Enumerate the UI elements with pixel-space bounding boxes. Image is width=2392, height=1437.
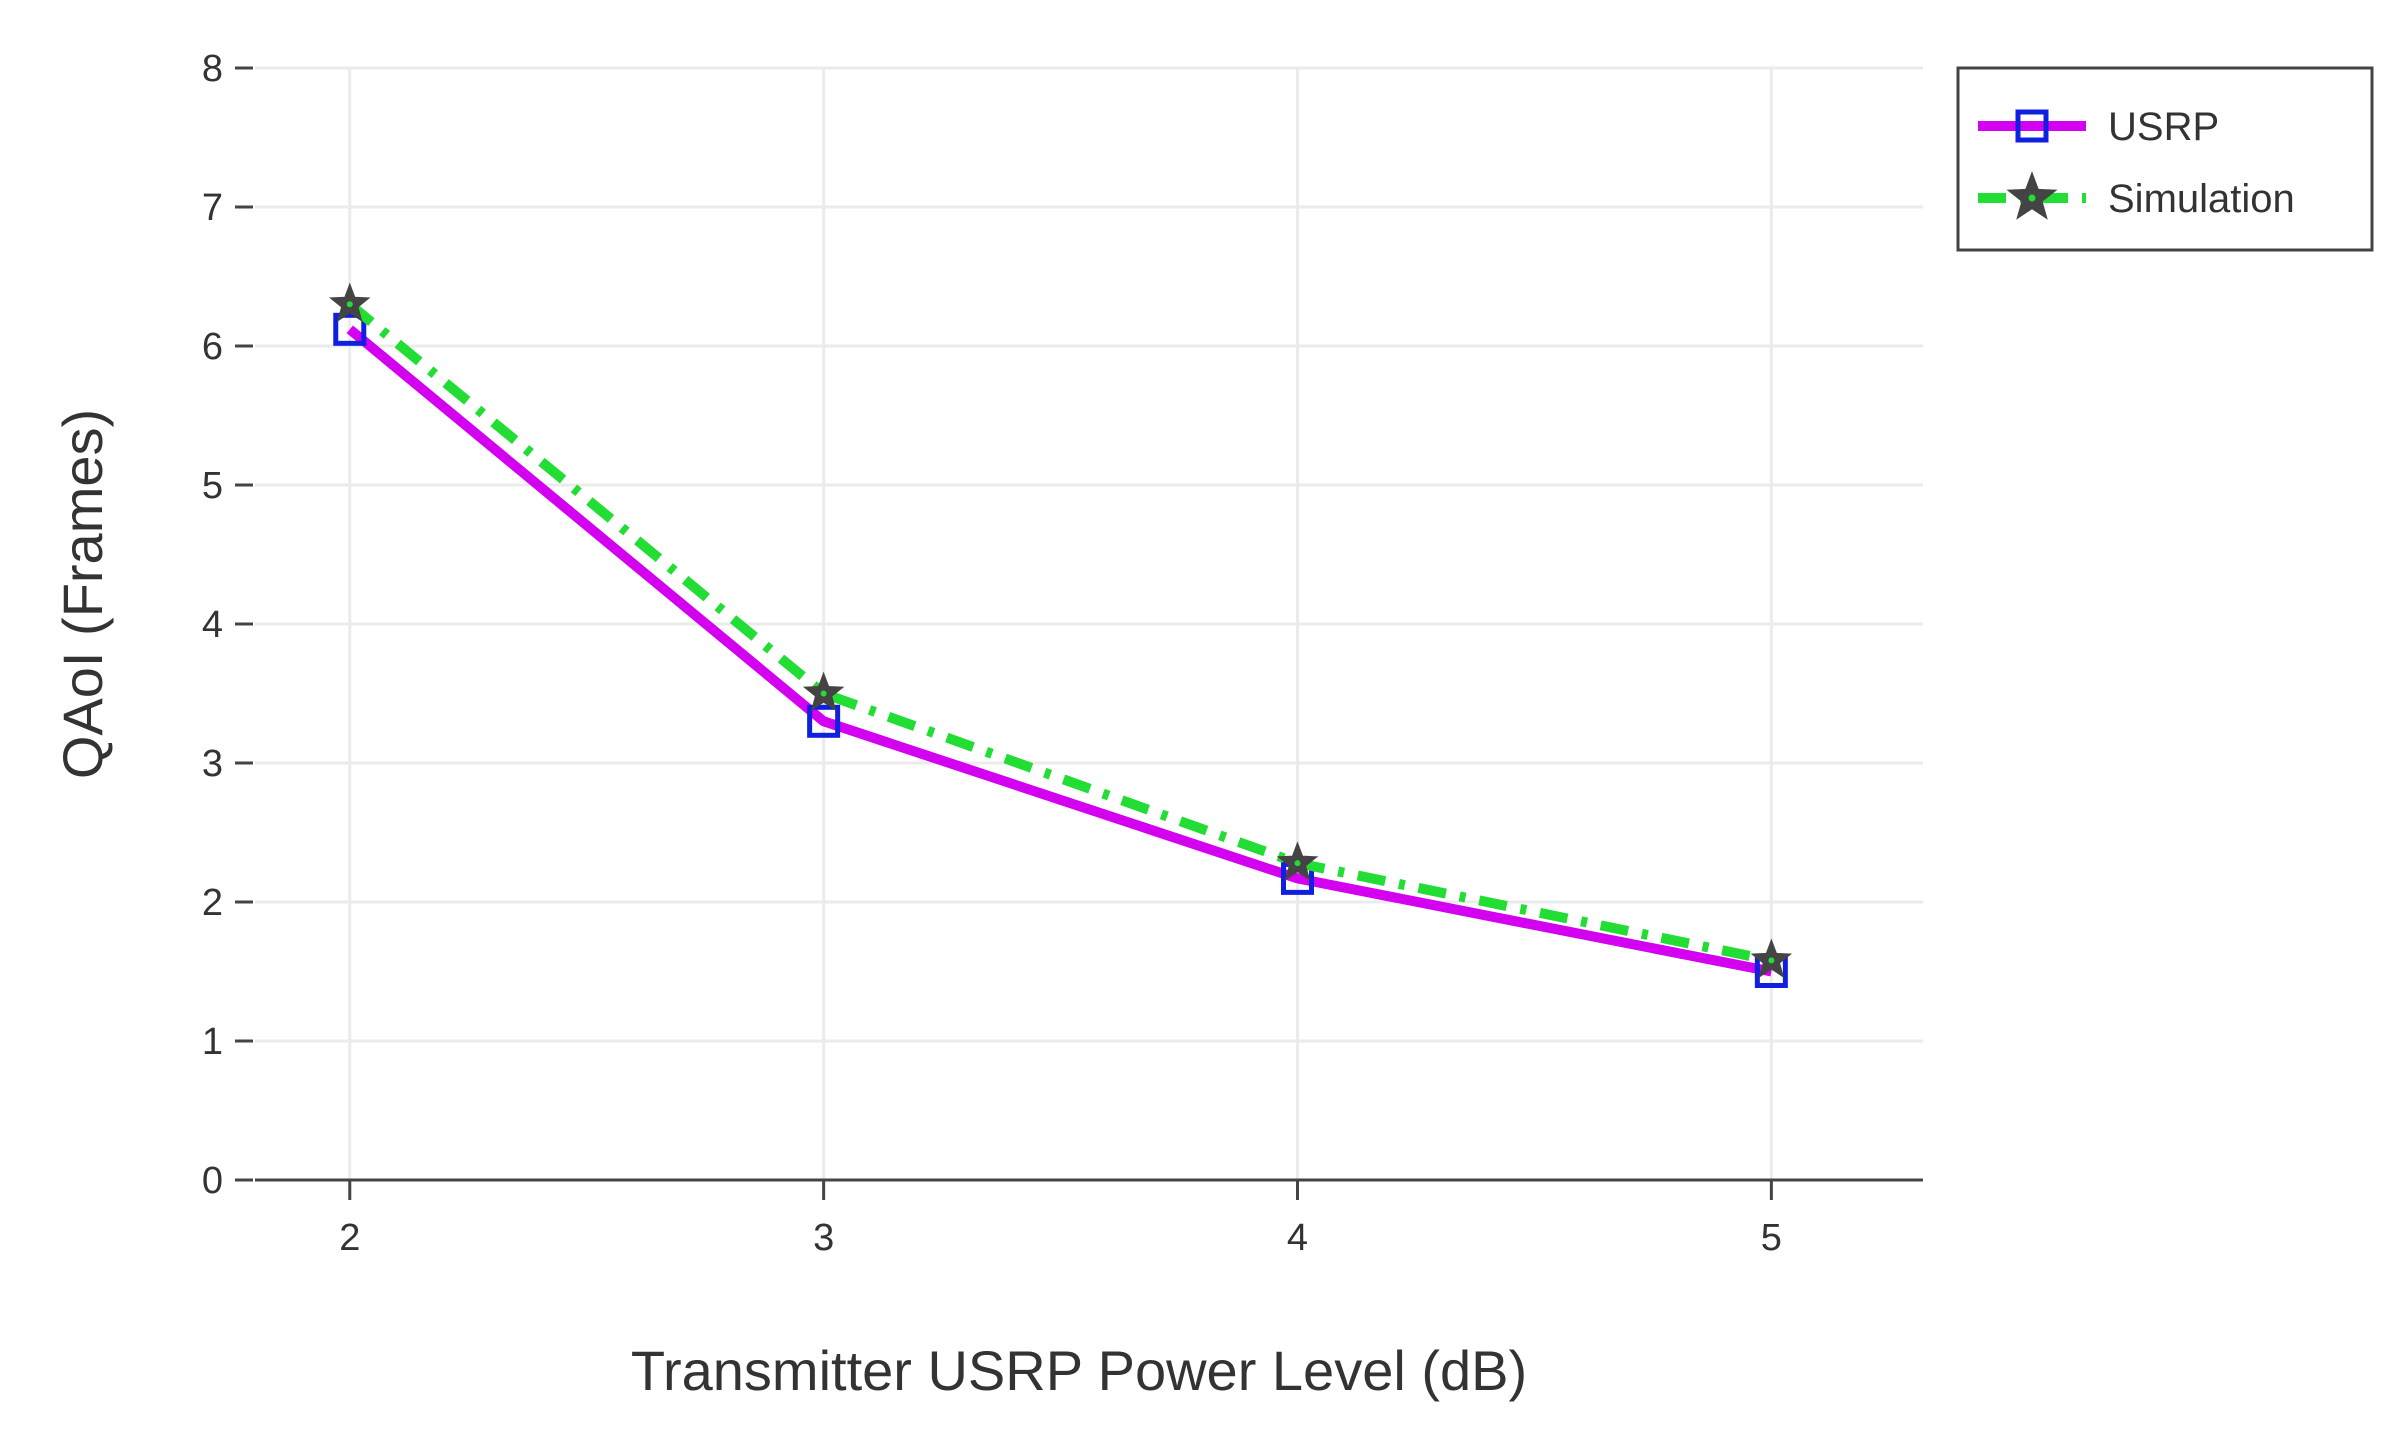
y-tick-label: 0 xyxy=(202,1160,223,1202)
legend-label: USRP xyxy=(2108,105,2219,149)
star-marker-center xyxy=(1768,957,1775,964)
series-simulation xyxy=(328,282,1793,979)
legend-box xyxy=(1956,66,2374,252)
star-marker-center xyxy=(820,690,827,697)
legend: USRP Simulation xyxy=(1956,66,2374,252)
series-group xyxy=(328,282,1793,988)
y-tick-label: 8 xyxy=(202,48,223,90)
star-marker-center xyxy=(1294,860,1301,867)
usrp-square-marker xyxy=(807,704,841,738)
simulation-line xyxy=(346,300,1773,966)
x-tick-label: 5 xyxy=(1761,1217,1782,1259)
y-tick-label: 3 xyxy=(202,743,223,785)
x-tick-label: 2 xyxy=(339,1217,360,1259)
axis-labels: Transmitter USRP Power Level (dB) QAoI (… xyxy=(51,409,1527,1402)
legend-item-simulation: Simulation xyxy=(1978,171,2295,221)
axes: 0 1 2 3 4 5 6 7 8 2 3 4 5 xyxy=(202,48,1923,1259)
series-usrp xyxy=(333,312,1788,988)
y-axis-title: QAoI (Frames) xyxy=(51,409,114,779)
usrp-line xyxy=(346,325,1773,977)
legend-label: Simulation xyxy=(2108,177,2295,221)
y-tick-label: 4 xyxy=(202,604,223,646)
legend-item-usrp: USRP xyxy=(1978,105,2219,149)
usrp-square-marker xyxy=(2015,109,2049,143)
star-marker-center xyxy=(2028,194,2036,202)
usrp-square-marker xyxy=(333,312,367,346)
x-axis-title: Transmitter USRP Power Level (dB) xyxy=(631,1339,1527,1402)
y-tick-label: 7 xyxy=(202,187,223,229)
y-tick-label: 1 xyxy=(202,1021,223,1063)
x-tick-label: 3 xyxy=(813,1217,834,1259)
star-marker-center xyxy=(346,301,353,308)
grid xyxy=(255,66,1923,1180)
y-tick-label: 6 xyxy=(202,326,223,368)
y-tick-label: 5 xyxy=(202,465,223,507)
x-tick-label: 4 xyxy=(1287,1217,1308,1259)
y-tick-label: 2 xyxy=(202,882,223,924)
